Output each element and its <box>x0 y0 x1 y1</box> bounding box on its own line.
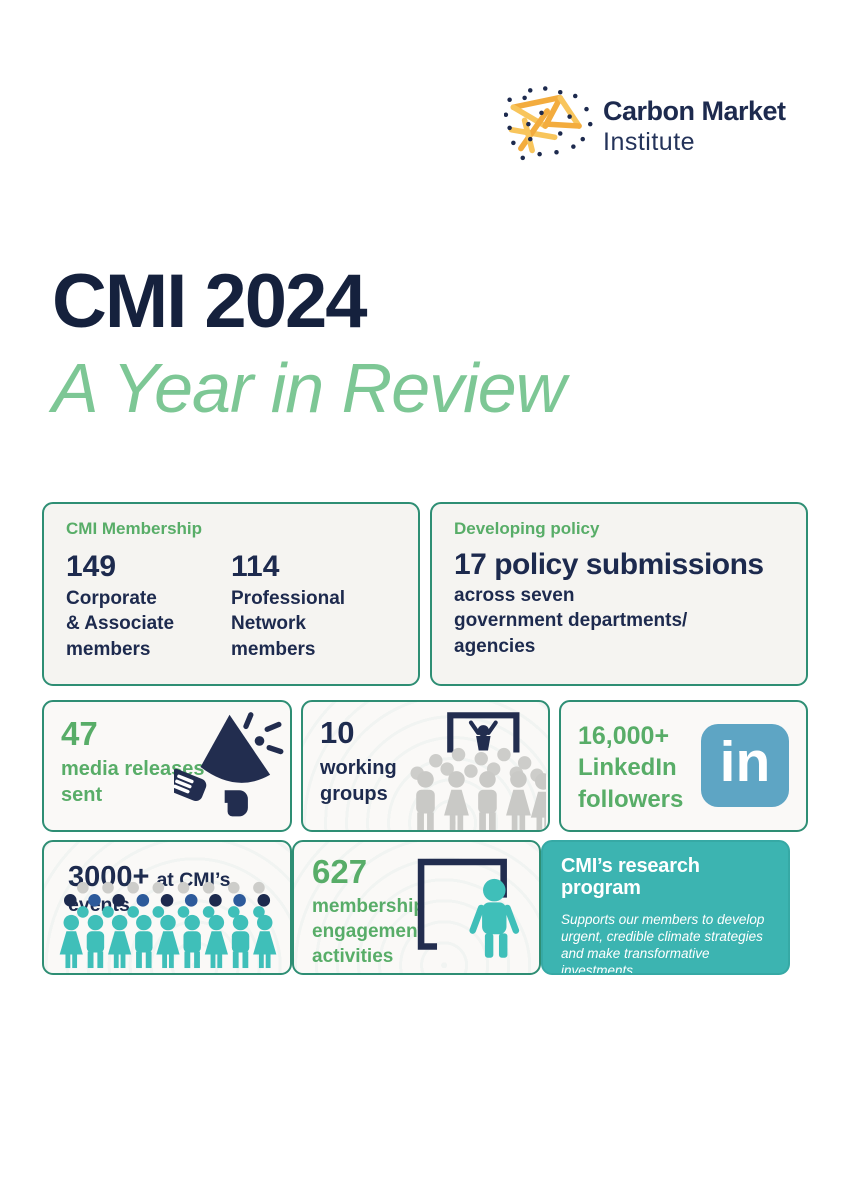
working-groups-card: 10 working groups <box>301 700 550 832</box>
stat-label: Corporate & Associate members <box>66 588 175 660</box>
cmi-geometric-mark-icon <box>504 86 593 161</box>
presenter-with-audience-icon <box>410 712 546 830</box>
linkedin-card: 16,000+ LinkedIn followers in <box>559 700 808 832</box>
membership-card-label: CMI Membership <box>66 519 203 538</box>
policy-card-label: Developing policy <box>454 519 600 538</box>
linkedin-icon: in <box>701 724 789 807</box>
working-groups-label: working groups <box>320 757 397 806</box>
engagement-value: 627 <box>312 853 368 890</box>
engagement-label: membership engagement activities <box>312 896 425 968</box>
card-row-3: 3000+ at CMI’s events <box>42 840 808 975</box>
page-subtitle: A Year in Review <box>52 348 566 427</box>
title-block: CMI 2024 A Year in Review <box>52 259 566 427</box>
membership-stat-corporate: 149 Corporate & Associate members <box>66 550 231 662</box>
media-releases-card: 47 media releases sent <box>42 700 292 832</box>
research-body: Supports our members to develop urgent, … <box>561 911 765 975</box>
membership-stat-professional: 114 Professional Network members <box>231 550 396 662</box>
policy-card: Developing policy 17 policy submissions … <box>430 502 808 686</box>
linkedin-value: 16,000+ <box>578 722 670 750</box>
policy-headline: 17 policy submissions <box>454 548 764 581</box>
card-row-2: 47 media releases sent <box>42 700 808 832</box>
membership-stats: 149 Corporate & Associate members 114 Pr… <box>66 550 396 662</box>
brand-name-line2: Institute <box>603 127 696 156</box>
events-card: 3000+ at CMI’s events <box>42 840 292 975</box>
stat-label: Professional Network members <box>231 588 346 660</box>
policy-detail: across seven government departments/ age… <box>454 585 688 657</box>
media-releases-value: 47 <box>61 715 98 752</box>
page-title: CMI 2024 <box>52 259 368 344</box>
stat-value: 149 <box>66 550 117 583</box>
linkedin-label: LinkedIn followers <box>578 754 684 813</box>
stat-value: 114 <box>231 550 280 583</box>
crowd-icon <box>59 881 277 969</box>
brand-name-line1: Carbon Market <box>603 96 786 127</box>
engagement-card: 627 membership engagement activities <box>292 840 541 975</box>
card-row-1: CMI Membership 149 Corporate & Associate… <box>42 502 808 686</box>
brand-logo: Carbon Market Institute <box>504 86 786 166</box>
presenter-board-icon <box>417 858 520 958</box>
membership-card: CMI Membership 149 Corporate & Associate… <box>42 502 420 686</box>
research-title: CMI’s research program <box>561 855 700 900</box>
research-program-card: CMI’s research program Supports our memb… <box>541 840 790 975</box>
stats-card-grid: CMI Membership 149 Corporate & Associate… <box>42 502 808 975</box>
working-groups-value: 10 <box>320 715 355 750</box>
megaphone-icon <box>174 712 284 817</box>
